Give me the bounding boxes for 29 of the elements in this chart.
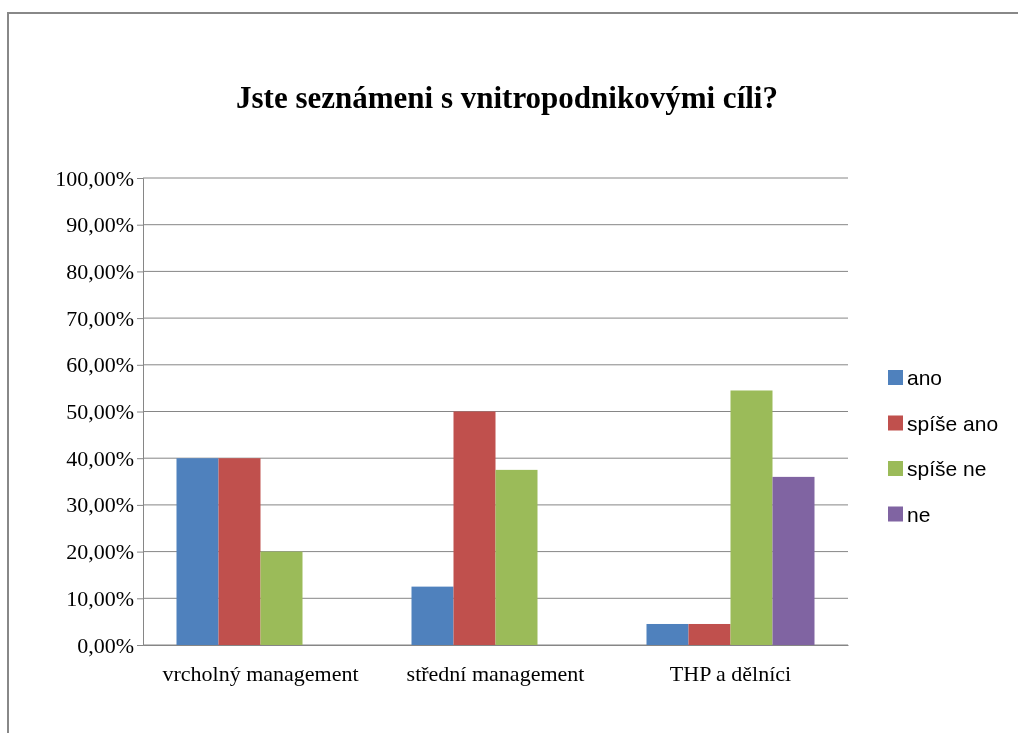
bar (495, 469, 538, 645)
bar (176, 458, 219, 645)
y-tick-label: 10,00% (66, 585, 134, 611)
bar (772, 476, 815, 645)
legend-label: ano (907, 366, 943, 389)
y-tick-label: 70,00% (66, 305, 134, 331)
bar (218, 458, 261, 645)
y-tick-label: 0,00% (77, 632, 134, 658)
bar (646, 623, 689, 645)
y-tick-label: 40,00% (66, 445, 134, 471)
y-tick-label: 90,00% (66, 212, 134, 238)
chart-title: Jste seznámeni s vnitropodnikovými cíli? (236, 80, 778, 115)
x-tick-label: THP a dělníci (669, 661, 792, 686)
bar (260, 551, 303, 645)
y-tick-label: 50,00% (66, 399, 134, 425)
legend-label: ne (907, 502, 931, 526)
y-tick-label: 80,00% (66, 258, 134, 284)
x-tick-label: vrcholný management (162, 661, 359, 686)
x-tick-label: střední management (406, 661, 585, 686)
y-tick-label: 100,00% (55, 165, 134, 191)
bar (453, 411, 496, 645)
bar (688, 623, 731, 645)
bar (730, 390, 773, 645)
legend-label: spíše ne (907, 457, 987, 480)
legend-label: spíše ano (907, 411, 999, 435)
y-tick-label: 60,00% (66, 352, 134, 378)
bar (411, 586, 454, 645)
y-tick-label: 30,00% (66, 492, 134, 518)
y-tick-label: 20,00% (66, 539, 134, 565)
